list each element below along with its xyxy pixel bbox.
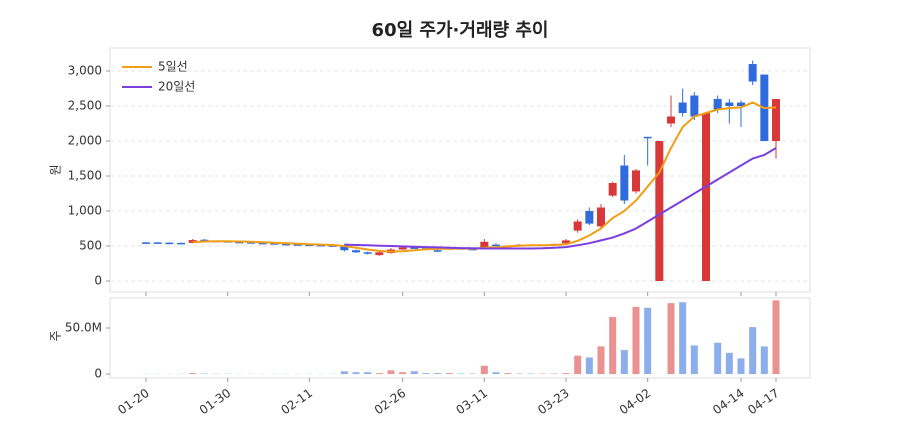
volume-axis-label: 주 [49, 330, 63, 341]
candle-body [690, 96, 698, 117]
volume-bar [691, 346, 698, 375]
x-tick-label: 03-23 [535, 386, 572, 417]
volume-bar [376, 373, 383, 374]
x-tick-label: 04-14 [710, 386, 747, 417]
x-tick-label: 03-11 [453, 386, 490, 417]
volume-bar [621, 350, 628, 374]
volume-panel [110, 298, 810, 378]
candle-body [632, 170, 640, 191]
y-tick-label: 3,000 [68, 64, 102, 78]
ma-line [344, 148, 776, 249]
chart-title: 60일 주가·거래량 추이 [372, 20, 549, 41]
candle-body [375, 252, 383, 255]
y-axis-label: 원 [49, 164, 63, 175]
volume-bar [493, 372, 500, 374]
candle-body [165, 243, 173, 245]
volume-bar [586, 357, 593, 374]
volume-bar [714, 343, 721, 374]
candle-body [492, 245, 500, 247]
candle-body [667, 117, 675, 124]
volume-bar [399, 372, 406, 374]
volume-bar [189, 373, 196, 374]
volume-bar [423, 373, 430, 374]
candle-body [609, 183, 617, 196]
volume-bar [353, 372, 360, 374]
candle-body [749, 64, 757, 81]
volume-bar [388, 370, 395, 374]
x-tick-label: 02-11 [278, 386, 315, 417]
volume-bar [773, 300, 780, 374]
candle-body [434, 250, 442, 252]
candle-body [772, 99, 780, 141]
volume-bar [633, 307, 640, 374]
legend-label: 20일선 [158, 80, 195, 94]
volume-bar [364, 372, 371, 374]
y-tick-label: 2,500 [68, 99, 102, 113]
x-tick-label: 04-17 [745, 386, 782, 417]
volume-bar [411, 371, 418, 374]
x-tick-label: 04-02 [617, 386, 654, 417]
candle-body [480, 242, 488, 248]
candle-body [364, 252, 372, 254]
candle-body [597, 208, 605, 227]
candle-body [142, 242, 150, 244]
candle-body [154, 242, 162, 244]
volume-tick-label: 50.0M [65, 321, 102, 335]
volume-bar [726, 353, 733, 374]
volume-bar [446, 373, 453, 374]
volume-bar [679, 302, 686, 374]
legend-label: 5일선 [158, 60, 188, 74]
x-tick-label: 01-20 [115, 386, 152, 417]
volume-bar [644, 308, 651, 374]
candle-body [585, 211, 593, 224]
volume-bar [341, 371, 348, 374]
candle-body [644, 137, 652, 139]
x-tick-label: 01-30 [197, 386, 234, 417]
volume-bar [434, 373, 441, 374]
y-tick-label: 1,500 [68, 169, 102, 183]
candle-body [177, 243, 185, 245]
volume-bar [563, 373, 570, 374]
candle-body [725, 103, 733, 106]
y-tick-label: 1,000 [68, 204, 102, 218]
volume-bar [749, 327, 756, 374]
volume-bar [598, 346, 605, 374]
candle-body [702, 113, 710, 281]
volume-bar [481, 366, 488, 374]
ma-line [193, 103, 776, 252]
candle-body [679, 103, 687, 113]
candle-body [574, 222, 582, 231]
volume-bar [738, 358, 745, 374]
volume-bar [609, 317, 616, 374]
y-tick-label: 500 [79, 239, 102, 253]
x-tick-label: 02-26 [372, 386, 409, 417]
volume-bar [574, 356, 581, 374]
volume-bar [761, 346, 768, 374]
candle-body [352, 250, 360, 252]
candle-body [620, 166, 628, 201]
volume-bar [504, 373, 511, 374]
y-tick-label: 0 [94, 274, 102, 288]
y-tick-label: 2,000 [68, 134, 102, 148]
candle-body [399, 247, 407, 249]
candle-body [655, 141, 663, 281]
candle-body [714, 99, 722, 109]
volume-bar [668, 303, 675, 374]
volume-tick-label: 0 [94, 367, 102, 381]
